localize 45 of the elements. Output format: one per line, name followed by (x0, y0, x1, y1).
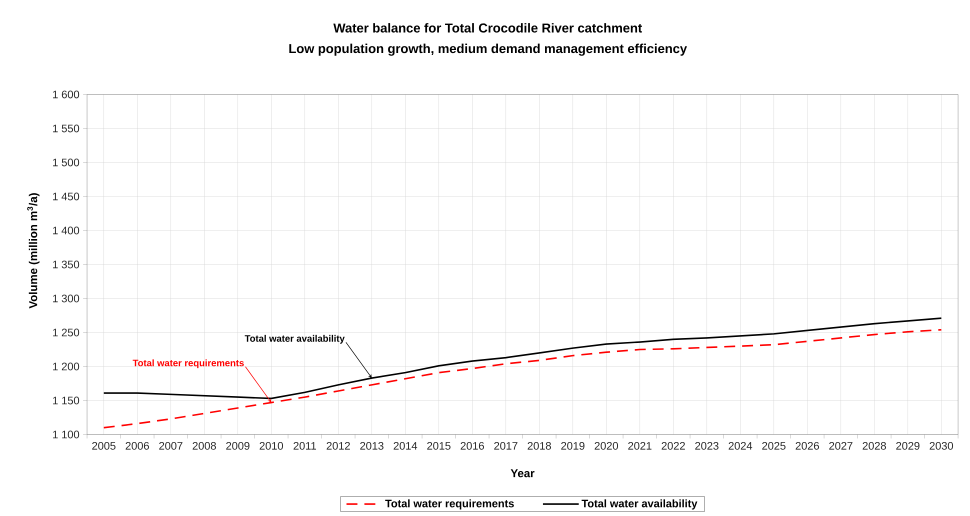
x-tick-label: 2011 (294, 442, 316, 450)
x-tick-label: 2015 (427, 442, 451, 450)
legend-label: Total water requirements (385, 499, 514, 510)
x-tick-label: 2021 (628, 442, 652, 450)
x-tick-label: 2009 (226, 442, 250, 450)
x-tick-label: 2008 (192, 442, 216, 450)
legend-label: Total water availability (582, 499, 698, 510)
x-axis-title: Year (510, 469, 534, 478)
y-tick-label: 1 300 (53, 294, 80, 302)
x-tick-label: 2010 (260, 442, 284, 450)
y-tick-label: 1 100 (53, 430, 80, 438)
x-tick-label: 2020 (594, 442, 618, 450)
chart-title: Water balance for Total Crocodile River catchment (333, 23, 642, 33)
x-tick-label: 2014 (394, 442, 418, 450)
y-tick-label: 1 550 (53, 124, 80, 132)
x-tick-label: 2025 (762, 442, 786, 450)
x-tick-label: 2006 (126, 442, 149, 450)
y-tick-label: 1 200 (53, 362, 80, 370)
x-tick-label: 2024 (728, 442, 752, 450)
x-tick-label: 2013 (360, 442, 384, 450)
x-tick-label: 2019 (561, 442, 584, 450)
y-tick-label: 1 500 (53, 158, 80, 166)
x-tick-label: 2016 (460, 442, 484, 450)
x-tick-label: 2007 (159, 442, 182, 450)
y-axis-title: Volume (million m$^{3}$/a) (27, 193, 40, 308)
x-tick-label: 2029 (896, 442, 920, 450)
x-tick-label: 2018 (528, 442, 551, 450)
x-tick-label: 2017 (494, 442, 518, 450)
x-tick-label: 2023 (695, 442, 718, 450)
annotation: Total water requirements (132, 359, 244, 368)
y-tick-label: 1 250 (53, 328, 80, 336)
x-tick-label: 2022 (662, 442, 685, 450)
y-tick-label: 1 350 (53, 260, 80, 268)
y-tick-label: 1 450 (53, 192, 80, 200)
x-tick-label: 2030 (930, 442, 954, 450)
y-tick-label: 1 150 (53, 396, 80, 404)
x-tick-label: 2005 (92, 442, 116, 450)
x-tick-label: 2028 (862, 442, 886, 450)
x-tick-label: 2027 (829, 442, 852, 450)
y-tick-label: 1 600 (53, 90, 80, 98)
annotation: Total water availability (244, 334, 345, 344)
chart-subtitle: Low population growth, medium demand management efficiency (289, 44, 687, 56)
y-tick-label: 1 400 (53, 226, 80, 234)
x-tick-label: 2012 (326, 442, 350, 450)
x-tick-label: 2026 (796, 442, 819, 450)
